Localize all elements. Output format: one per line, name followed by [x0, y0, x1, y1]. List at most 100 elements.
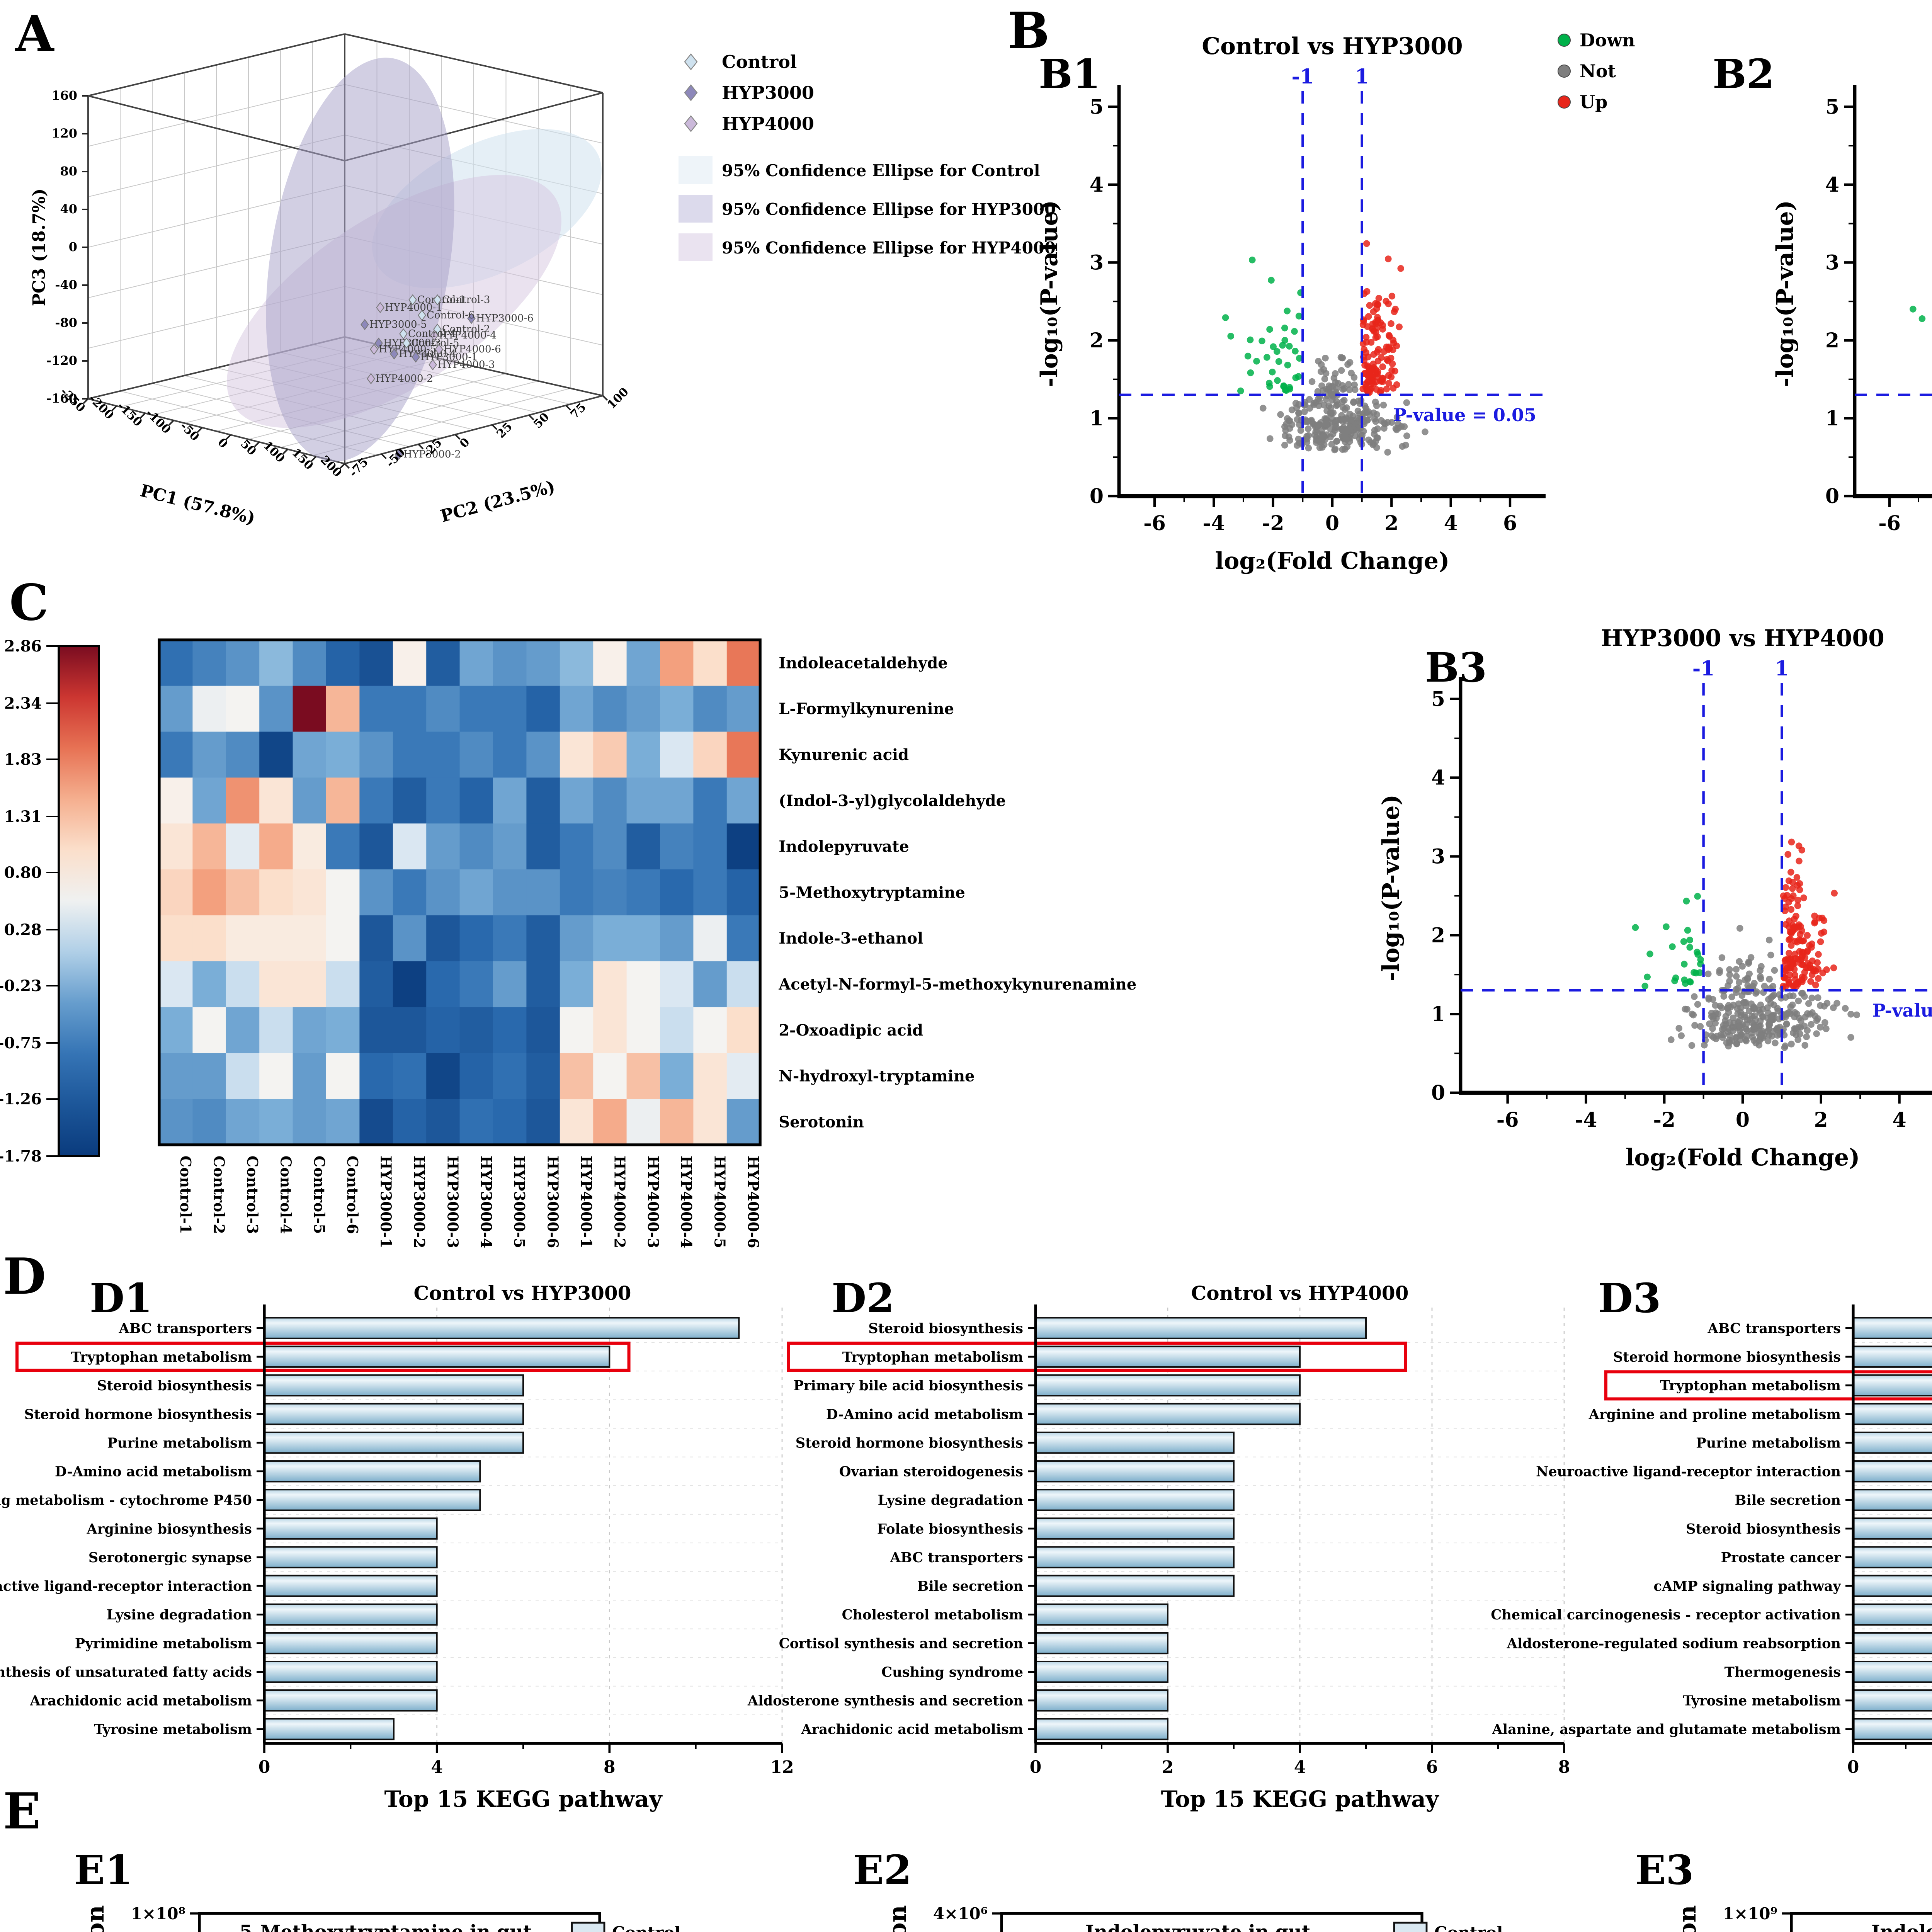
- panel-label-e3: E3: [1635, 1849, 1694, 1895]
- svg-text:100: 100: [605, 385, 631, 412]
- panel-label-d3: D3: [1598, 1277, 1661, 1323]
- volcano-point: [1364, 378, 1371, 386]
- volcano-point: [1311, 431, 1318, 439]
- heatmap-cell: [426, 640, 460, 686]
- heatmap-cell: [693, 1007, 727, 1054]
- heatmap-cell: [459, 915, 494, 962]
- volcano-point: [1321, 401, 1328, 409]
- kegg-bar: [1852, 1575, 1932, 1597]
- volcano-point: [1694, 893, 1701, 900]
- volcano-point: [1788, 1041, 1795, 1048]
- volcano-point: [1305, 444, 1312, 452]
- volcano-point: [1301, 408, 1308, 415]
- volcano-point: [1697, 1023, 1704, 1030]
- volcano-point: [1730, 1019, 1737, 1027]
- heatmap-cell: [526, 915, 560, 962]
- heatmap-cell: [326, 640, 360, 686]
- volcano-point: [1222, 314, 1229, 321]
- kegg-bar: [1852, 1718, 1932, 1740]
- pca-sample-label: HYP4000-6: [444, 344, 501, 355]
- volcano-point: [1708, 1032, 1715, 1039]
- svg-text:-2: -2: [1653, 1108, 1675, 1132]
- svg-text:-6: -6: [1497, 1108, 1519, 1132]
- volcano-point: [1726, 966, 1733, 973]
- kegg-x-tick-label: 6: [1426, 1757, 1438, 1777]
- volcano-legend-label: Down: [1580, 30, 1635, 51]
- heatmap-row-label: Serotonin: [779, 1113, 864, 1131]
- heatmap-cell: [660, 823, 694, 870]
- heatmap-cell: [393, 685, 427, 732]
- panel-label-d1: D1: [90, 1277, 153, 1323]
- volcano-point: [1267, 435, 1274, 442]
- volcano-y-axis-title: -log₁₀(P-value): [1378, 794, 1405, 981]
- volcano-point: [1746, 1007, 1753, 1015]
- volcano-point: [1308, 378, 1316, 385]
- heatmap-cell: [493, 1007, 527, 1054]
- svg-text:-75: -75: [347, 456, 371, 480]
- heatmap-cell: [459, 777, 494, 824]
- pca-sample-label: HYP3000-2: [403, 449, 461, 460]
- svg-text:4: 4: [1431, 766, 1445, 790]
- quant-bar-chart-e1: 04×10⁷8×10⁷1×10⁸☆☆☆☆☆☆Control☆☆☆☆☆☆***HY…: [81, 1904, 680, 1932]
- kegg-pathway-label: Arginine and proline metabolism: [1588, 1406, 1841, 1422]
- heatmap-cell: [660, 915, 694, 962]
- pca-sample-label: Control-2: [442, 323, 490, 335]
- heatmap-cell: [192, 731, 226, 778]
- heatmap-cell: [593, 1007, 627, 1054]
- kegg-pathway-label: cAMP signaling pathway: [1654, 1578, 1842, 1594]
- volcano-point: [1646, 951, 1653, 957]
- volcano-point: [1853, 1011, 1860, 1019]
- svg-text:4: 4: [1444, 512, 1458, 535]
- heatmap-cell: [660, 1099, 694, 1145]
- volcano-point: [1786, 971, 1794, 978]
- heatmap-cell: [560, 640, 594, 686]
- panel-label-b2: B2: [1713, 53, 1775, 99]
- volcano-point: [1304, 418, 1311, 425]
- volcano-point: [1782, 884, 1789, 891]
- heatmap-cell: [259, 640, 293, 686]
- kegg-bar: [264, 1603, 438, 1626]
- pca-legend-label: HYP4000: [722, 113, 814, 134]
- volcano-point: [1397, 265, 1404, 272]
- pca-sample-label: HYP3000-5: [369, 319, 427, 330]
- volcano-point: [1373, 386, 1380, 393]
- volcano-point: [1788, 955, 1795, 963]
- volcano-point: [1726, 971, 1733, 978]
- kegg-pathway-label: Steroid biosynthesis: [868, 1321, 1023, 1337]
- kegg-pathway-label: Lysine degradation: [878, 1493, 1023, 1509]
- kegg-bar: [264, 1345, 611, 1368]
- heatmap-cell: [726, 961, 761, 1008]
- volcano-point: [1753, 988, 1760, 995]
- volcano-point: [1683, 898, 1690, 905]
- heatmap-cell: [293, 961, 327, 1008]
- volcano-point: [1285, 433, 1293, 440]
- kegg-pathway-label: Neuroactive ligand-receptor interaction: [0, 1578, 252, 1594]
- heatmap-cell: [192, 1007, 226, 1054]
- heatmap-cell: [359, 915, 393, 962]
- svg-text:1: 1: [1431, 1002, 1445, 1026]
- heatmap-cell: [226, 1099, 260, 1145]
- heatmap-cell: [259, 777, 293, 824]
- volcano-point: [1277, 411, 1284, 418]
- volcano-point: [1227, 333, 1234, 340]
- heatmap-cell: [259, 1007, 293, 1054]
- heatmap-col-label: Control-3: [244, 1156, 261, 1234]
- volcano-point: [1678, 1032, 1685, 1039]
- volcano-point: [1362, 334, 1370, 341]
- kegg-bar: [1035, 1317, 1367, 1339]
- quant-bar-chart-e2: 01×10⁶2×10⁶3×10⁶4×10⁶☆☆☆☆☆☆Control☆☆☆☆☆☆…: [883, 1904, 1503, 1932]
- heatmap-cell: [326, 1007, 360, 1054]
- heatmap-colorbar: [58, 645, 100, 1157]
- heatmap-cell: [192, 823, 226, 870]
- heatmap-cell: [660, 1007, 694, 1054]
- heatmap-col-label: Control-4: [277, 1156, 294, 1234]
- kegg-pathway-label: Drug metabolism - cytochrome P450: [0, 1493, 252, 1509]
- heatmap-cell: [426, 1099, 460, 1145]
- volcano-point: [1315, 358, 1322, 365]
- kegg-bar: [1852, 1689, 1932, 1712]
- volcano-point: [1756, 1037, 1763, 1044]
- quant-bar-chart-e3: 04×10⁸8×10⁸1×10⁹☆☆☆☆☆☆Control☆☆☆☆☆☆***HY…: [1673, 1904, 1932, 1932]
- volcano-point: [1713, 1015, 1720, 1022]
- quant-y-axis-title: Relative quantification: [883, 1905, 912, 1932]
